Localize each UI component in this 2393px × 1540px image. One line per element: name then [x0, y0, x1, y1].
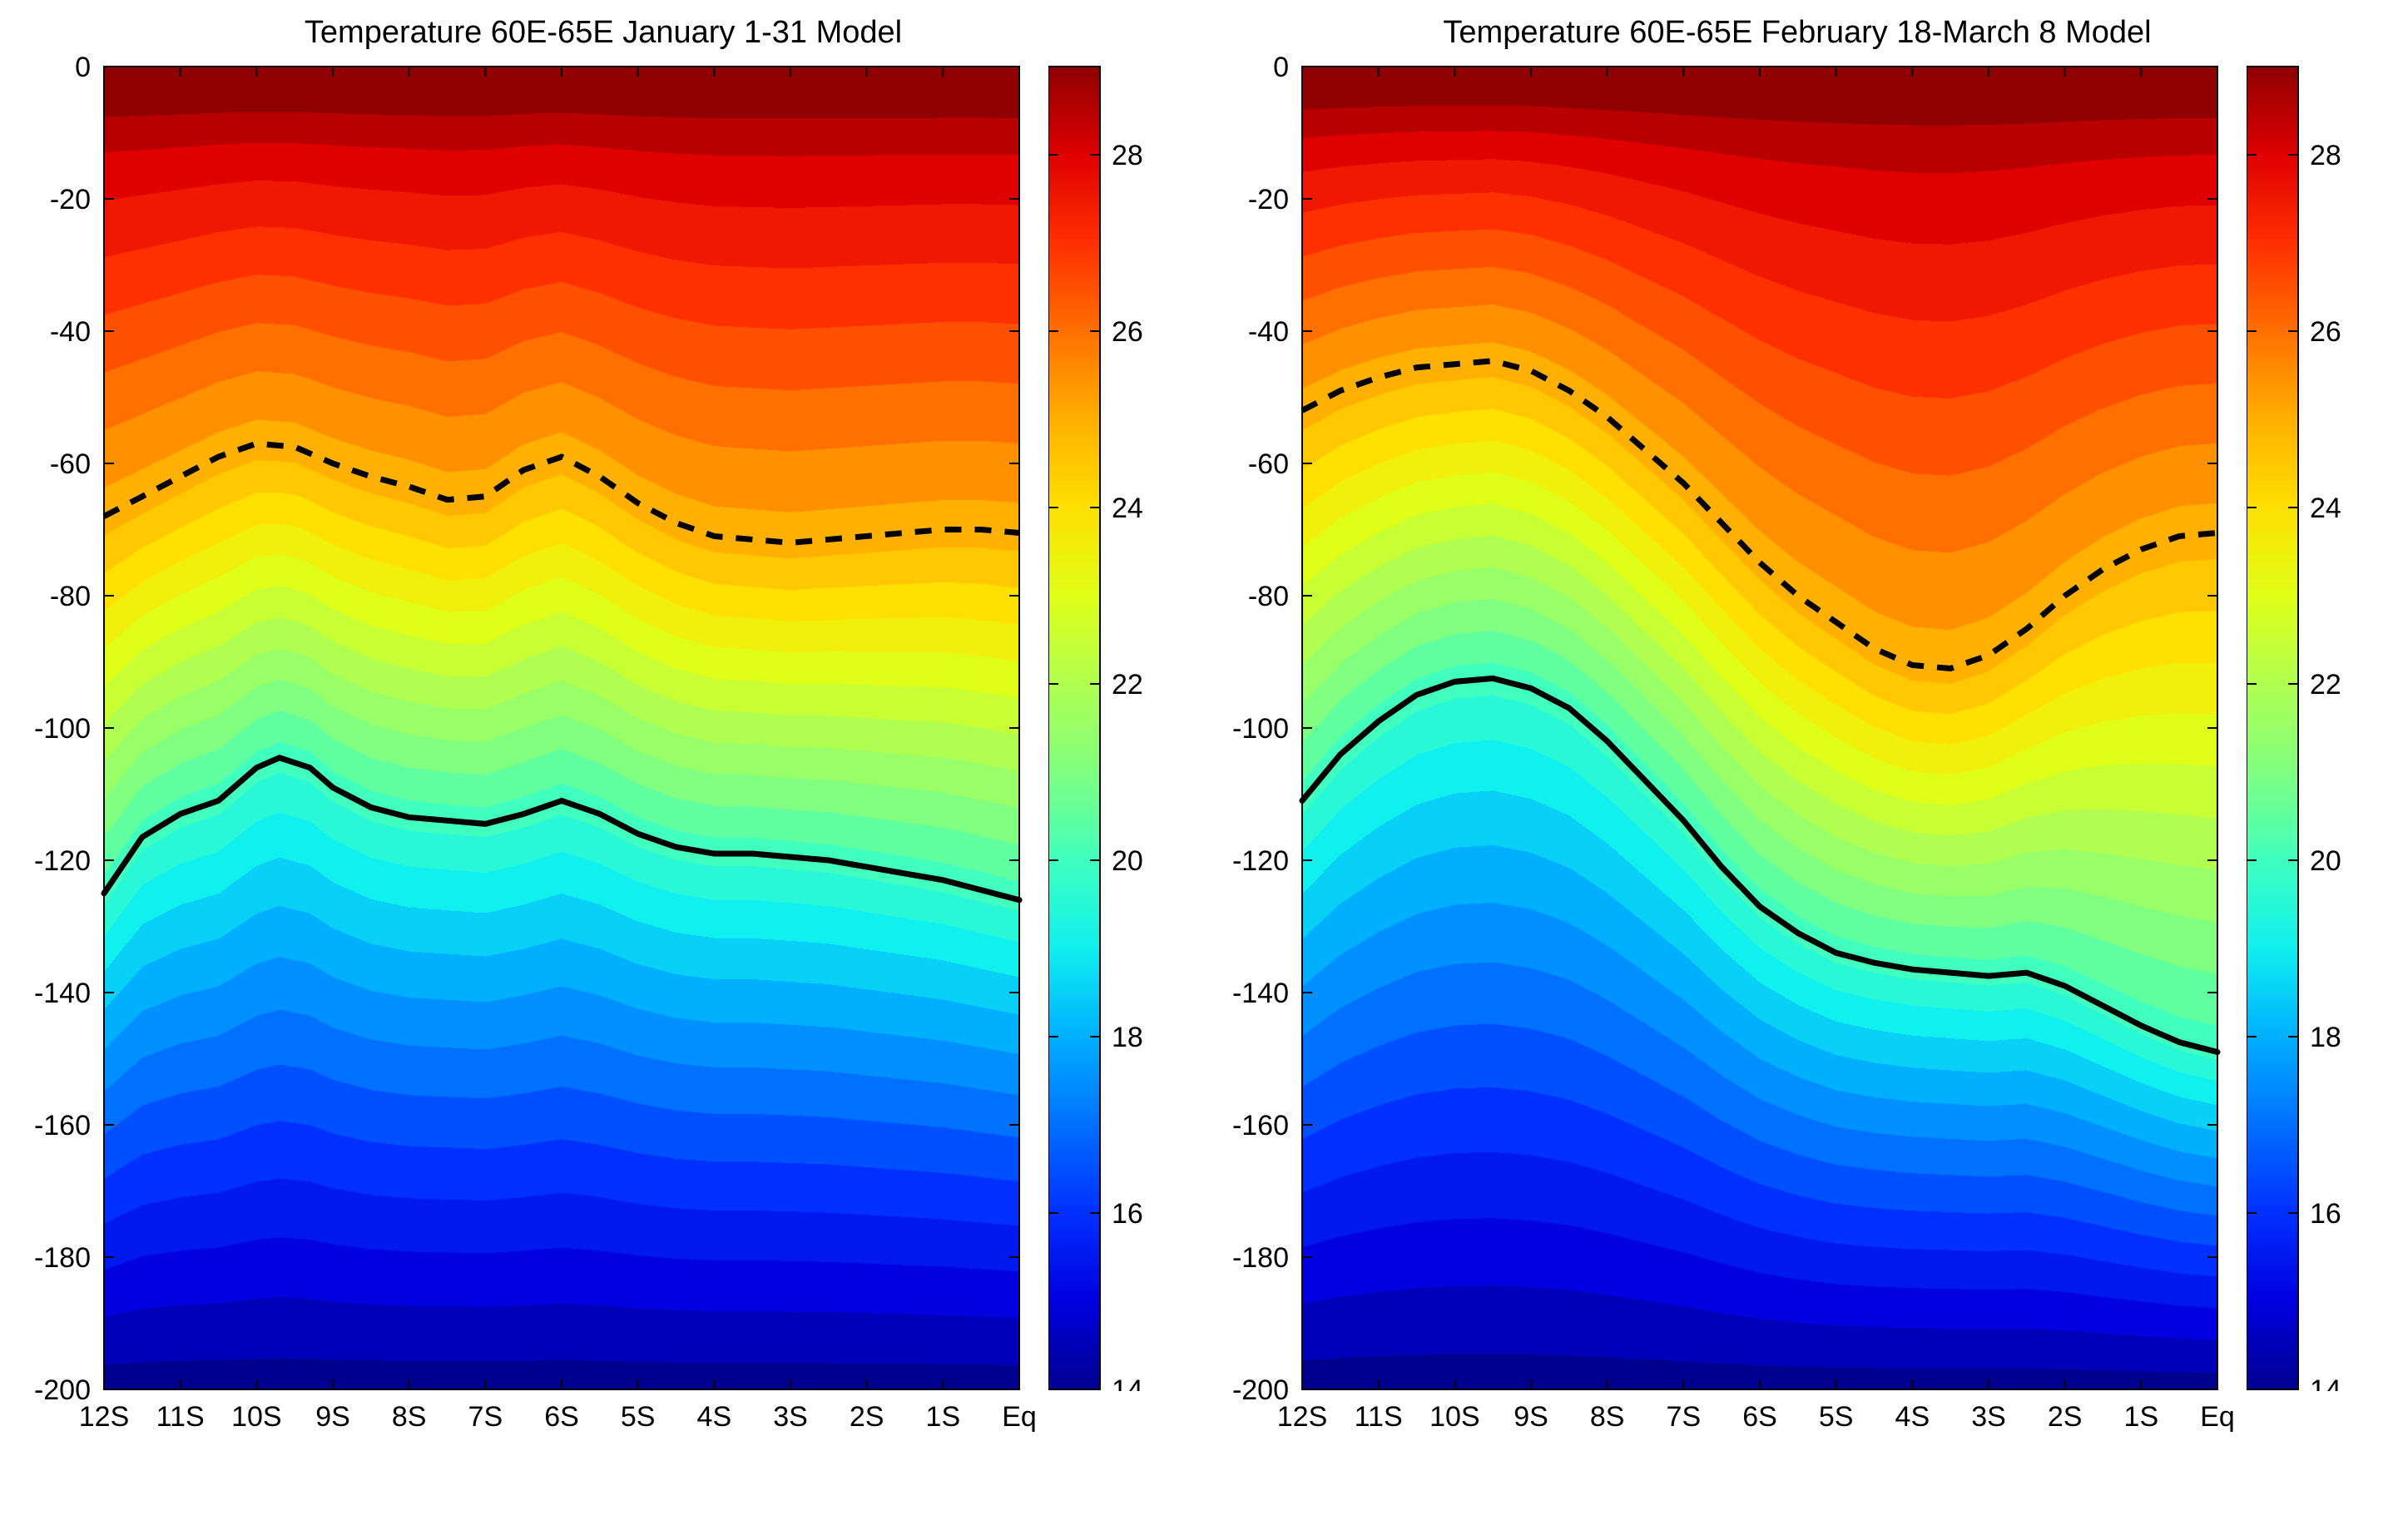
colorbar-tick-label: 16 — [2310, 1198, 2341, 1230]
x-tick-label: 11S — [156, 1401, 205, 1433]
plot-area: 0-20-40-60-80-100-120-140-160-180-20012S… — [104, 67, 1019, 1389]
y-tick-label: 0 — [75, 52, 91, 83]
y-tick-label: -140 — [34, 978, 91, 1009]
x-tick-label: 2S — [850, 1401, 884, 1433]
colorbar-tick-label: 28 — [2310, 140, 2341, 171]
x-tick-label: 4S — [697, 1401, 732, 1433]
y-tick-label: -100 — [1232, 713, 1289, 745]
plot-area: 0-20-40-60-80-100-120-140-160-180-20012S… — [1302, 67, 2217, 1389]
thermocline-dashed — [104, 443, 1019, 542]
x-tick-label: 11S — [1355, 1401, 1403, 1433]
y-tick-label: -180 — [34, 1242, 91, 1274]
thermocline-dashed — [1302, 361, 2217, 669]
panel-title: Temperature 60E-65E February 18-March 8 … — [1281, 15, 2313, 51]
panel-title: Temperature 60E-65E January 1-31 Model — [104, 15, 1102, 51]
x-tick-label: 12S — [79, 1401, 130, 1433]
thermocline-solid — [104, 758, 1019, 900]
x-tick-label: 3S — [1971, 1401, 2006, 1433]
y-tick-label: -80 — [50, 581, 91, 612]
thermocline-solid — [1302, 678, 2217, 1052]
colorbar-tick-label: 24 — [2310, 493, 2341, 524]
colorbar-tick-label: 18 — [1112, 1022, 1143, 1053]
y-tick-label: -80 — [1248, 581, 1289, 612]
y-tick-label: -100 — [34, 713, 91, 745]
figure: Temperature 60E-65E January 1-31 Model0-… — [0, 0, 2393, 1540]
x-tick-label: 7S — [468, 1401, 503, 1433]
y-tick-label: -180 — [1232, 1242, 1289, 1274]
colorbar-tick-label: 14 — [1112, 1374, 1143, 1391]
colorbar-svg: 14 16 18 20 22 24 26 28 — [2247, 65, 2373, 1391]
y-tick-label: -120 — [34, 845, 91, 877]
x-tick-label: 9S — [315, 1401, 350, 1433]
y-tick-label: -160 — [34, 1110, 91, 1141]
x-tick-label: 9S — [1514, 1401, 1548, 1433]
colorbar-tick-label: 16 — [1112, 1198, 1143, 1230]
x-tick-label: 8S — [1590, 1401, 1625, 1433]
x-tick-label: 10S — [1429, 1401, 1480, 1433]
colorbar-tick-label: 24 — [1112, 493, 1143, 524]
x-tick-label: 7S — [1667, 1401, 1702, 1433]
x-tick-label: 2S — [2048, 1401, 2083, 1433]
colorbar-tick-label: 20 — [1112, 845, 1143, 877]
axes-svg: 0-20-40-60-80-100-120-140-160-180-20012S… — [12, 50, 1053, 1473]
y-tick-label: -40 — [1248, 316, 1289, 348]
colorbar-svg: 14 16 18 20 22 24 26 28 — [1048, 65, 1175, 1391]
x-tick-label: 1S — [926, 1401, 961, 1433]
x-tick-label: 10S — [231, 1401, 282, 1433]
y-tick-label: -60 — [50, 448, 91, 480]
x-tick-label: 8S — [392, 1401, 427, 1433]
y-tick-label: -120 — [1232, 845, 1289, 877]
colorbar-tick-label: 26 — [1112, 316, 1143, 348]
x-tick-label: 5S — [1819, 1401, 1854, 1433]
x-tick-label: 1S — [2124, 1401, 2159, 1433]
colorbar-tick-label: 22 — [1112, 669, 1143, 701]
colorbar: 1416182022242628 — [1048, 67, 1100, 1389]
y-tick-label: 0 — [1273, 52, 1289, 83]
x-tick-label: 4S — [1895, 1401, 1930, 1433]
x-tick-label: 12S — [1277, 1401, 1328, 1433]
axes-svg: 0-20-40-60-80-100-120-140-160-180-20012S… — [1211, 50, 2251, 1473]
x-tick-label: Eq — [1002, 1401, 1037, 1433]
y-tick-label: -20 — [1248, 184, 1289, 215]
colorbar-tick-label: 18 — [2310, 1022, 2341, 1053]
colorbar: 1416182022242628 — [2247, 67, 2298, 1389]
y-tick-label: -40 — [50, 316, 91, 348]
x-tick-label: 3S — [773, 1401, 808, 1433]
y-tick-label: -140 — [1232, 978, 1289, 1009]
colorbar-tick-label: 14 — [2310, 1374, 2341, 1391]
colorbar-tick-label: 22 — [2310, 669, 2341, 701]
colorbar-tick-label: 26 — [2310, 316, 2341, 348]
x-tick-label: 5S — [621, 1401, 656, 1433]
x-tick-label: 6S — [1742, 1401, 1777, 1433]
colorbar-tick-label: 28 — [1112, 140, 1143, 171]
x-tick-label: Eq — [2200, 1401, 2235, 1433]
y-tick-label: -20 — [50, 184, 91, 215]
colorbar-tick-label: 20 — [2310, 845, 2341, 877]
y-tick-label: -60 — [1248, 448, 1289, 480]
x-tick-label: 6S — [544, 1401, 579, 1433]
y-tick-label: -160 — [1232, 1110, 1289, 1141]
